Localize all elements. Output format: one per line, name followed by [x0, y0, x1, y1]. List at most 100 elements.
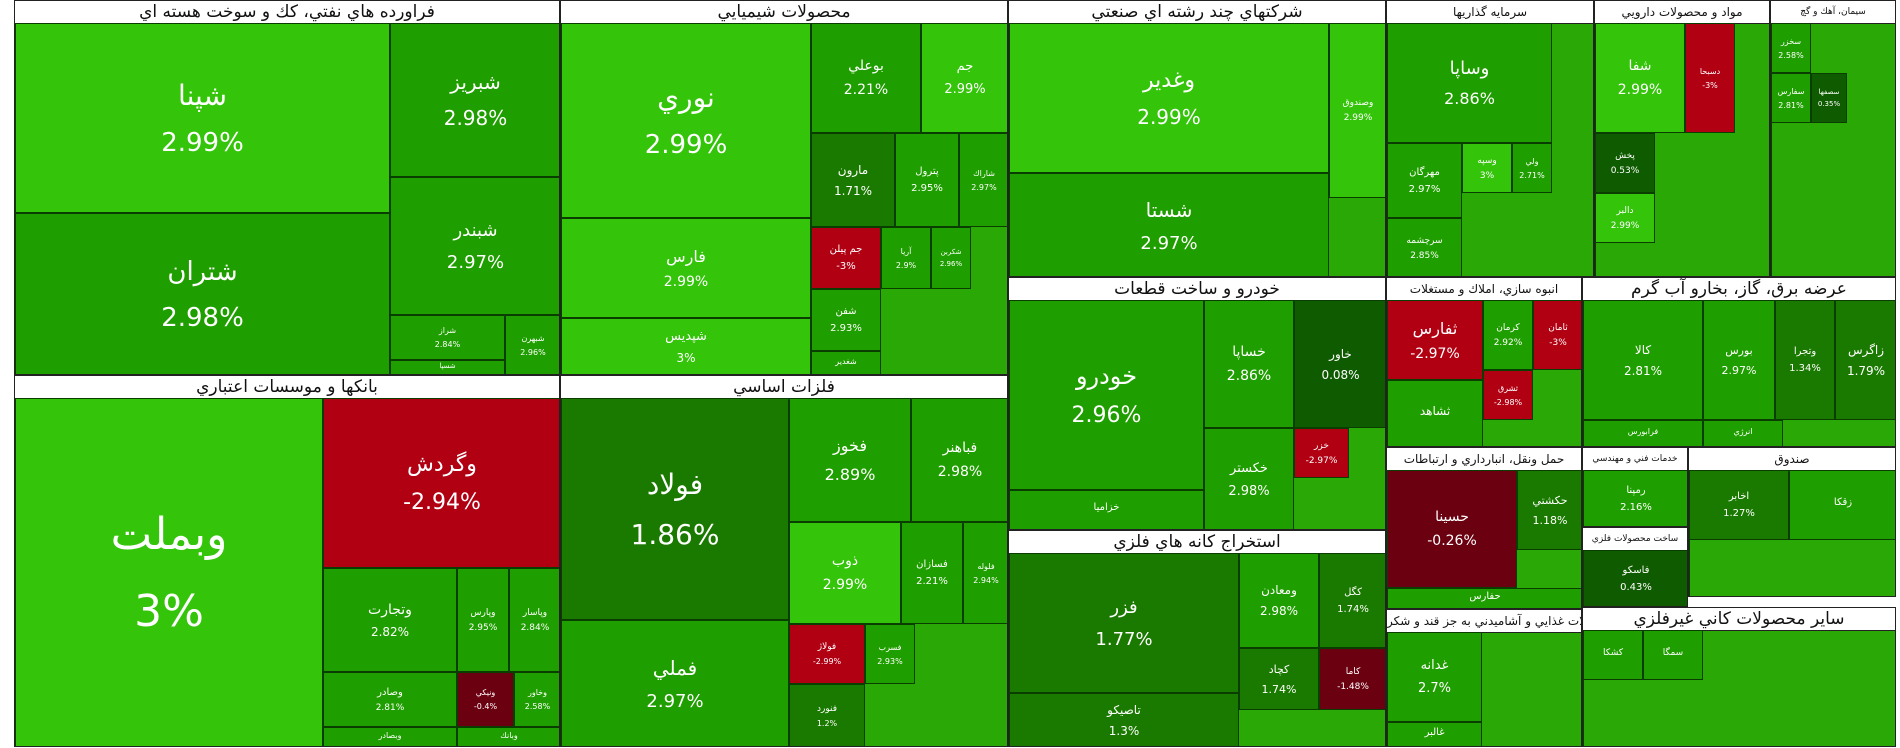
stock-tile[interactable]: شبندر 2.97%: [390, 177, 559, 315]
stock-tile[interactable]: وبملت 3%: [15, 398, 323, 746]
stock-tile[interactable]: دالبر 2.99%: [1595, 193, 1655, 243]
stock-tile[interactable]: حكشتي 1.18%: [1517, 470, 1581, 550]
stock-symbol: حكشتي: [1532, 493, 1568, 507]
stock-tile[interactable]: خكستر 2.98%: [1204, 428, 1294, 529]
stock-tile[interactable]: حسينا -0.26%: [1387, 470, 1517, 588]
stock-tile[interactable]: شستا 2.97%: [1009, 173, 1329, 276]
stock-tile[interactable]: فارس 2.99%: [561, 218, 811, 318]
stock-tile[interactable]: فولاژ -2.99%: [789, 624, 865, 684]
stock-change: 3%: [134, 586, 204, 637]
stock-tile[interactable]: وبانك: [457, 727, 559, 746]
stock-tile[interactable]: ثشاهد: [1387, 380, 1483, 446]
stock-tile[interactable]: مهرگان 2.97%: [1387, 143, 1462, 218]
stock-tile[interactable]: شغدير: [811, 351, 881, 374]
stock-tile[interactable]: شفا 2.99%: [1595, 23, 1685, 133]
stock-tile[interactable]: وپارس 2.95%: [457, 568, 509, 672]
stock-tile[interactable]: فزر 1.77%: [1009, 553, 1239, 693]
stock-tile[interactable]: كشكا: [1583, 630, 1643, 680]
stock-tile[interactable]: شاراك 2.97%: [959, 133, 1007, 227]
stock-tile[interactable]: فسرب 2.93%: [865, 624, 915, 684]
stock-tile[interactable]: فسازان 2.21%: [901, 522, 963, 624]
stock-tile[interactable]: غالبر: [1387, 722, 1482, 746]
stock-tile[interactable]: كالا 2.81%: [1583, 300, 1703, 420]
stock-change: 2.21%: [843, 82, 889, 98]
stock-tile[interactable]: شپنا 2.99%: [15, 23, 390, 213]
stock-tile[interactable]: فملي 2.97%: [561, 620, 789, 746]
stock-tile[interactable]: سصفها 0.35%: [1811, 73, 1847, 123]
stock-tile[interactable]: وصادر 2.81%: [323, 672, 457, 727]
stock-tile[interactable]: ثفارس -2.97%: [1387, 300, 1483, 380]
stock-tile[interactable]: كرمان 2.92%: [1483, 300, 1533, 370]
stock-tile[interactable]: آريا 2.9%: [881, 227, 931, 289]
stock-tile[interactable]: وبصادر: [323, 727, 457, 746]
stock-tile[interactable]: پترول 2.95%: [895, 133, 959, 227]
stock-tile[interactable]: ونيكي -0.4%: [457, 672, 514, 727]
stock-tile[interactable]: جم 2.99%: [921, 23, 1007, 133]
sector-5: سيمان، آهك و گچ سخزر 2.58% سفارس 2.81% سصفها 0…: [1770, 0, 1896, 277]
sector-title: مواد و محصولات دارويي: [1595, 1, 1769, 24]
stock-tile[interactable]: خاور 0.08%: [1294, 300, 1385, 428]
stock-tile[interactable]: سمگا: [1643, 630, 1703, 680]
stock-tile[interactable]: شبريز 2.98%: [390, 23, 559, 177]
stock-tile[interactable]: وتجرا 1.34%: [1775, 300, 1835, 420]
stock-symbol: سمگا: [1662, 647, 1684, 658]
stock-tile[interactable]: خودرو 2.96%: [1009, 300, 1204, 490]
sector-title: سيمان، آهك و گچ: [1771, 1, 1895, 24]
stock-symbol: مهرگان: [1409, 166, 1440, 178]
stock-tile[interactable]: اخابر 1.27%: [1689, 470, 1789, 540]
stock-tile[interactable]: فولاد 1.86%: [561, 398, 789, 620]
stock-tile[interactable]: ثشرق -2.98%: [1483, 370, 1533, 420]
stock-tile[interactable]: شفن 2.93%: [811, 289, 881, 351]
stock-tile[interactable]: وساپا 2.86%: [1387, 23, 1552, 143]
stock-tile[interactable]: شپديس 3%: [561, 318, 811, 374]
stock-tile[interactable]: وصندوق 2.99%: [1329, 23, 1385, 198]
stock-tile[interactable]: ومعادن 2.98%: [1239, 553, 1319, 648]
stock-tile[interactable]: شتران 2.98%: [15, 213, 390, 374]
stock-tile[interactable]: ولي 2.71%: [1512, 143, 1552, 193]
stock-tile[interactable]: سرچشمه 2.85%: [1387, 218, 1462, 276]
stock-tile[interactable]: جم پيلن -3%: [811, 227, 881, 289]
stock-tile[interactable]: رمپنا 2.16%: [1583, 470, 1687, 526]
stock-tile[interactable]: وغدير 2.99%: [1009, 23, 1329, 173]
stock-tile[interactable]: مارون 1.71%: [811, 133, 895, 227]
stock-tile[interactable]: تاصيكو 1.3%: [1009, 693, 1239, 746]
stock-tile[interactable]: زقكا: [1789, 470, 1895, 540]
stock-tile[interactable]: نوري 2.99%: [561, 23, 811, 218]
stock-tile[interactable]: فلوله 2.94%: [963, 522, 1007, 624]
stock-tile[interactable]: خزر -2.97%: [1294, 428, 1349, 478]
stock-tile[interactable]: وخاور 2.58%: [514, 672, 559, 727]
stock-tile[interactable]: كگل 1.74%: [1319, 553, 1385, 648]
stock-tile[interactable]: شسپا: [390, 360, 505, 374]
stock-tile[interactable]: سفارس 2.81%: [1771, 73, 1811, 123]
stock-tile[interactable]: سخزر 2.58%: [1771, 23, 1811, 73]
stock-tile[interactable]: دسبحا -3%: [1685, 23, 1735, 133]
stock-tile[interactable]: ذوب 2.99%: [789, 522, 901, 624]
stock-tile[interactable]: حفارس: [1387, 588, 1581, 608]
stock-tile[interactable]: فباهنر 2.98%: [911, 398, 1007, 522]
stock-tile[interactable]: خساپا 2.86%: [1204, 300, 1294, 428]
stock-change: -3%: [836, 261, 856, 272]
stock-tile[interactable]: وپاسار 2.84%: [509, 568, 559, 672]
stock-tile[interactable]: شراز 2.84%: [390, 315, 505, 360]
stock-tile[interactable]: فنورد 1.2%: [789, 684, 865, 746]
stock-tile[interactable]: زاگرس 1.79%: [1835, 300, 1895, 420]
stock-tile[interactable]: شكربن 2.96%: [931, 227, 971, 289]
stock-tile[interactable]: غدانه 2.7%: [1387, 632, 1482, 722]
stock-tile[interactable]: بورس 2.97%: [1703, 300, 1775, 420]
stock-tile[interactable]: وسپه 3%: [1462, 143, 1512, 193]
stock-symbol: وپاسار: [522, 607, 548, 618]
stock-tile[interactable]: انرژي: [1703, 420, 1783, 446]
stock-tile[interactable]: كچاد 1.74%: [1239, 648, 1319, 710]
stock-tile[interactable]: خزاميا: [1009, 490, 1204, 529]
stock-tile[interactable]: فرابورس: [1583, 420, 1703, 446]
stock-tile[interactable]: شبهرن 2.96%: [505, 315, 559, 374]
stock-tile[interactable]: بوعلي 2.21%: [811, 23, 921, 133]
stock-tile[interactable]: پخش 0.53%: [1595, 133, 1655, 193]
stock-tile[interactable]: ثامان -3%: [1533, 300, 1581, 370]
stock-tile[interactable]: وگردش -2.94%: [323, 398, 559, 568]
stock-tile[interactable]: كاما -1.48%: [1319, 648, 1385, 710]
stock-tile[interactable]: فخوز 2.89%: [789, 398, 911, 522]
stock-tile[interactable]: وتجارت 2.82%: [323, 568, 457, 672]
stock-change: 2.98%: [161, 302, 244, 333]
stock-tile[interactable]: فاسكو 0.43%: [1583, 550, 1687, 606]
